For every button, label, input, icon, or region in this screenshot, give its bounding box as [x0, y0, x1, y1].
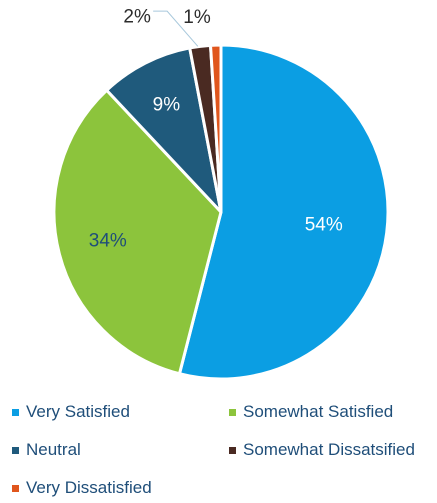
data-label-very-satisfied: 54%	[305, 214, 343, 235]
legend-label-somewhat-dissatisfied: Somewhat Dissatsified	[243, 440, 415, 459]
legend-item-neutral: Neutral	[12, 440, 81, 460]
pie-chart: 54% 34% 9% 2% 1%	[52, 7, 390, 381]
data-label-somewhat-dissatsified: 2%	[123, 7, 151, 28]
leader-line-somewhat-dissatsified	[153, 10, 199, 47]
legend-item-very-satisfied: Very Satisfied	[12, 402, 130, 422]
legend-swatch-very-dissatisfied	[12, 484, 19, 492]
legend-label-somewhat-satisfied: Somewhat Satisfied	[243, 402, 394, 421]
data-label-very-dissatisfied: 1%	[183, 7, 211, 28]
legend: Very Satisfied Somewhat Satisfied Neutra…	[0, 392, 437, 503]
legend-label-very-dissatisfied: Very Dissatisfied	[26, 478, 152, 497]
data-label-somewhat-satisfied: 34%	[89, 231, 127, 252]
legend-swatch-somewhat-satisfied	[229, 408, 236, 416]
pie-slices	[52, 43, 390, 381]
leader-lines	[153, 10, 199, 47]
legend-item-very-dissatisfied: Very Dissatisfied	[12, 478, 152, 498]
data-labels: 54% 34% 9% 2% 1%	[89, 7, 343, 252]
legend-item-somewhat-satisfied: Somewhat Satisfied	[229, 402, 393, 422]
legend-label-neutral: Neutral	[26, 440, 81, 459]
data-label-neutral: 9%	[153, 94, 181, 115]
pie-slice-very-dissatisfied	[209, 43, 223, 214]
legend-swatch-neutral	[12, 446, 19, 454]
legend-label-very-satisfied: Very Satisfied	[26, 402, 130, 421]
legend-swatch-very-satisfied	[12, 408, 19, 416]
pie-slice-neutral	[105, 46, 223, 214]
pie-slice-very-satisfied	[177, 43, 390, 381]
legend-item-somewhat-dissatisfied: Somewhat Dissatsified	[229, 440, 415, 460]
pie-slice-somewhat-satisfied	[52, 88, 223, 376]
legend-swatch-somewhat-dissatisfied	[229, 446, 236, 454]
